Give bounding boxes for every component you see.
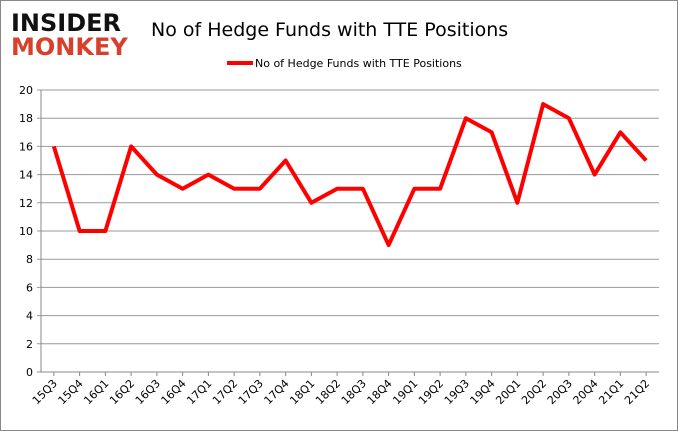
y-tick-label: 16: [19, 140, 33, 153]
x-tick-label: 21Q1: [596, 377, 626, 407]
x-tick-label: 20Q2: [519, 377, 549, 407]
x-tick-label: 16Q4: [159, 377, 189, 407]
legend: No of Hedge Funds with TTE Positions: [227, 57, 462, 70]
y-tick-label: 8: [26, 253, 33, 266]
logo: INSIDER MONKEY: [11, 9, 128, 61]
y-tick-label: 10: [19, 225, 33, 238]
x-tick-label: 18Q1: [287, 377, 317, 407]
x-tick-label: 15Q4: [56, 377, 86, 407]
x-tick-label: 18Q4: [365, 377, 395, 407]
x-tick-label: 20Q3: [545, 377, 575, 407]
x-tick-label: 16Q3: [133, 377, 163, 407]
x-tick-label: 17Q3: [236, 377, 266, 407]
x-tick-label: 19Q2: [416, 377, 446, 407]
y-tick-label: 14: [19, 169, 33, 182]
y-tick-label: 20: [19, 84, 33, 97]
x-tick-label: 17Q4: [262, 377, 292, 407]
x-tick-label: 21Q2: [622, 377, 652, 407]
y-tick-label: 6: [26, 281, 33, 294]
y-tick-label: 18: [19, 112, 33, 125]
y-tick-label: 4: [26, 310, 33, 323]
legend-label: No of Hedge Funds with TTE Positions: [255, 57, 462, 70]
y-tick-label: 2: [26, 338, 33, 351]
x-tick-label: 16Q2: [107, 377, 137, 407]
chart-title: No of Hedge Funds with TTE Positions: [151, 19, 508, 41]
x-tick-label: 19Q4: [468, 377, 498, 407]
x-tick-label: 17Q1: [184, 377, 214, 407]
x-tick-label: 16Q1: [81, 377, 111, 407]
y-tick-label: 0: [26, 366, 33, 379]
x-tick-label: 18Q2: [313, 377, 343, 407]
x-tick-label: 19Q3: [442, 377, 472, 407]
x-tick-label: 15Q3: [30, 377, 60, 407]
x-tick-label: 20Q4: [571, 377, 601, 407]
x-tick-label: 18Q3: [339, 377, 369, 407]
x-tick-label: 20Q1: [493, 377, 523, 407]
y-tick-label: 12: [19, 197, 33, 210]
x-tick-label: 17Q2: [210, 377, 240, 407]
logo-line2: MONKEY: [11, 33, 128, 61]
x-tick-label: 19Q1: [390, 377, 420, 407]
